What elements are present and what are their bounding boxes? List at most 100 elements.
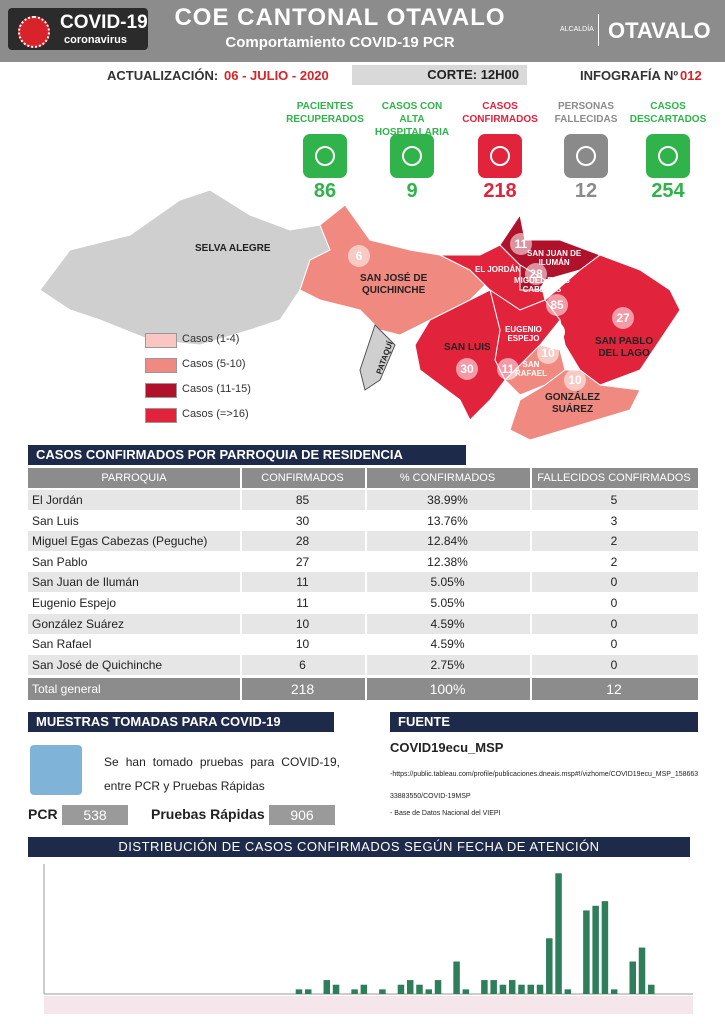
- source-title: FUENTE: [390, 712, 698, 732]
- region-el-jordan: [439, 244, 546, 311]
- legend-swatch: [145, 333, 177, 348]
- cutoff-text: CORTE: 12H00: [427, 67, 519, 82]
- region-san-luis: [414, 289, 506, 421]
- table-cell: 0: [610, 637, 618, 652]
- total-cell: 100%: [429, 681, 466, 697]
- table-cell: 3: [610, 513, 618, 528]
- column-divider: [365, 468, 367, 700]
- chart: [43, 864, 693, 1014]
- table-cell: 13.76%: [427, 513, 468, 528]
- case-count: 85: [546, 294, 568, 316]
- table-cell: González Suárez: [32, 616, 125, 631]
- municipality: ALCALDÍA: [560, 26, 594, 33]
- bar: [555, 873, 562, 994]
- case-count: 27: [612, 307, 634, 329]
- table-cell: 12.84%: [427, 534, 468, 549]
- legend-label: Casos (5-10): [182, 358, 246, 370]
- source-ref: -https://public.tableau.com/profile/publ…: [390, 771, 699, 800]
- bar: [546, 938, 553, 994]
- pcr-label: PCR: [28, 806, 58, 822]
- stat-icon: [390, 134, 434, 178]
- bar: [592, 905, 599, 994]
- source-name: COVID19ecu_MSP: [390, 740, 504, 755]
- cutoff: CORTE: 12H00: [352, 65, 527, 85]
- region-label: EUGENIO ESPEJO: [505, 325, 542, 343]
- update-date: 06 - JULIO - 2020: [224, 68, 329, 83]
- table-cell: San Luis: [32, 513, 79, 528]
- rapid-label: Pruebas Rápidas: [151, 806, 265, 822]
- column-header: % CONFIRMADOS: [399, 472, 496, 484]
- bar: [518, 984, 525, 994]
- test-icon: [30, 745, 82, 795]
- table-cell: 0: [610, 657, 618, 672]
- bar: [453, 961, 460, 994]
- region-label: SAN RAFAEL: [515, 360, 547, 378]
- icon-glyph: [315, 146, 335, 166]
- case-count: 28: [525, 263, 547, 285]
- bar: [527, 984, 534, 994]
- stat-value: 86: [313, 180, 337, 202]
- bar: [638, 947, 646, 994]
- total-cell: 218: [290, 681, 315, 697]
- table-cell: San Juan de Ilumán: [32, 575, 139, 590]
- bar: [295, 989, 303, 994]
- title: COE CANTONAL OTAVALO: [174, 4, 506, 31]
- bar: [379, 989, 386, 994]
- subtitle: Comportamiento COVID-19 PCR: [225, 34, 455, 51]
- stat-label: CASOS CON ALTA HOSPITALARIA: [374, 101, 450, 138]
- stat-icon: [564, 134, 608, 178]
- icon-glyph: [402, 146, 422, 166]
- table-cell: 85: [295, 493, 310, 507]
- covid-badge: COVID-19 coronavirus: [8, 8, 148, 50]
- total-cell: 12: [606, 681, 622, 697]
- bar: [610, 989, 618, 994]
- table-cell: 12.38%: [427, 554, 468, 569]
- stat-icon: [303, 134, 347, 178]
- source-ref: - Base de Datos Nacional del VIEPI: [390, 810, 501, 817]
- stat-icon: [478, 134, 522, 178]
- bar: [536, 984, 544, 994]
- virus-icon: [18, 16, 50, 48]
- bar: [351, 989, 358, 994]
- bar: [490, 980, 497, 994]
- total-cell: Total general: [32, 682, 101, 696]
- table-cell: San Pablo: [32, 554, 88, 569]
- legend-swatch: [145, 383, 177, 398]
- stat-icon: [646, 134, 690, 178]
- bar: [434, 980, 442, 994]
- table-cell: 28: [295, 534, 310, 549]
- region-label: SELVA ALEGRE: [195, 243, 271, 254]
- bar: [406, 980, 414, 994]
- region-label: SAN PABLO DEL LAGO: [595, 336, 654, 359]
- table-cell: Eugenio Espejo: [32, 596, 117, 610]
- table-cell: 0: [610, 596, 618, 610]
- table-cell: 11: [296, 596, 309, 610]
- column-divider: [240, 468, 242, 700]
- bar: [304, 989, 312, 994]
- legend-swatch: [145, 358, 177, 373]
- table-cell: 4.59%: [430, 637, 465, 652]
- brand: OTAVALO: [608, 18, 711, 43]
- table-cell: 5.05%: [430, 575, 465, 590]
- legend-label: Casos (=>16): [182, 408, 249, 420]
- stat-label: PACIENTES RECUPERADOS: [286, 101, 364, 125]
- table-cell: 0: [610, 616, 618, 631]
- badge-title: COVID-19: [60, 12, 148, 33]
- bar: [508, 980, 516, 994]
- table-cell: El Jordán: [32, 493, 83, 507]
- chart-title: DISTRIBUCIÓN DE CASOS CONFIRMADOS SEGÚN …: [28, 837, 690, 857]
- stat-label: PERSONAS FALLECIDAS: [554, 101, 618, 125]
- infographic-number: 012: [680, 68, 702, 83]
- bar: [360, 984, 368, 994]
- bar: [332, 984, 340, 994]
- region-label: SAN JOSÉ DE QUICHINCHE: [360, 273, 428, 296]
- table-cell: 6: [299, 657, 306, 672]
- legend-label: Casos (11-15): [182, 383, 251, 395]
- region-pataqui: [359, 324, 396, 391]
- table-title: CASOS CONFIRMADOS POR PARROQUIA DE RESID…: [28, 445, 466, 465]
- table-cell: 30: [295, 513, 310, 528]
- date-axis-band: [44, 996, 693, 1014]
- column-header: FALLECIDOS CONFIRMADOS: [537, 472, 691, 484]
- bar: [416, 984, 423, 994]
